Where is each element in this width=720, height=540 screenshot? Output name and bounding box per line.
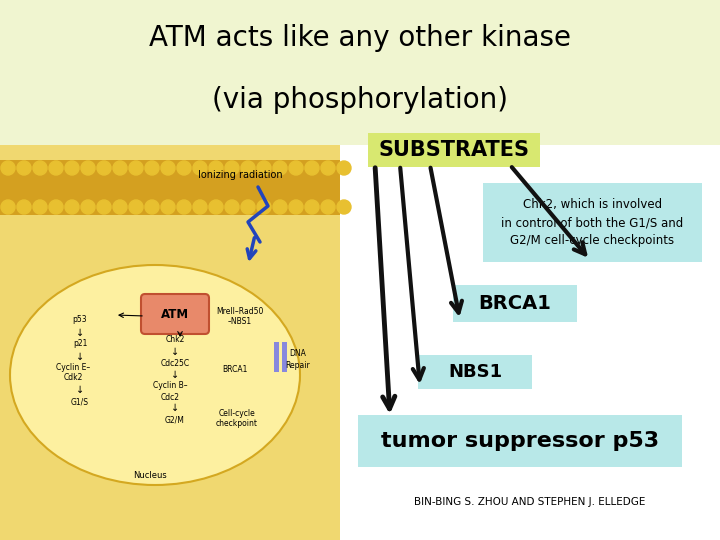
Text: G1/S: G1/S bbox=[71, 397, 89, 407]
Circle shape bbox=[193, 200, 207, 214]
Circle shape bbox=[113, 161, 127, 175]
FancyBboxPatch shape bbox=[418, 355, 532, 389]
Text: BRCA1: BRCA1 bbox=[222, 366, 248, 375]
Circle shape bbox=[305, 200, 319, 214]
Circle shape bbox=[177, 200, 191, 214]
Text: checkpoint: checkpoint bbox=[216, 418, 258, 428]
Circle shape bbox=[177, 161, 191, 175]
Ellipse shape bbox=[10, 265, 300, 485]
Circle shape bbox=[321, 200, 335, 214]
Circle shape bbox=[145, 161, 159, 175]
Circle shape bbox=[209, 161, 223, 175]
FancyBboxPatch shape bbox=[483, 183, 702, 262]
Circle shape bbox=[113, 200, 127, 214]
Circle shape bbox=[225, 161, 239, 175]
Circle shape bbox=[129, 161, 143, 175]
Circle shape bbox=[145, 200, 159, 214]
Text: ↓: ↓ bbox=[171, 370, 179, 380]
Text: NBS1: NBS1 bbox=[448, 363, 502, 381]
Text: G2/M: G2/M bbox=[165, 415, 185, 424]
Text: ATM acts like any other kinase: ATM acts like any other kinase bbox=[149, 24, 571, 52]
Circle shape bbox=[81, 161, 95, 175]
Circle shape bbox=[33, 161, 47, 175]
Circle shape bbox=[305, 161, 319, 175]
Circle shape bbox=[321, 161, 335, 175]
Circle shape bbox=[161, 200, 175, 214]
Circle shape bbox=[17, 200, 31, 214]
Text: Mrell–Rad50: Mrell–Rad50 bbox=[216, 307, 264, 316]
Text: –NBS1: –NBS1 bbox=[228, 318, 252, 327]
FancyBboxPatch shape bbox=[141, 294, 209, 334]
Text: DNA: DNA bbox=[289, 349, 307, 359]
Circle shape bbox=[65, 200, 79, 214]
Text: Cell-cycle: Cell-cycle bbox=[219, 408, 256, 417]
Text: Repair: Repair bbox=[286, 361, 310, 370]
Circle shape bbox=[257, 200, 271, 214]
Circle shape bbox=[289, 161, 303, 175]
Text: BIN-BING S. ZHOU AND STEPHEN J. ELLEDGE: BIN-BING S. ZHOU AND STEPHEN J. ELLEDGE bbox=[414, 497, 646, 507]
FancyBboxPatch shape bbox=[282, 342, 287, 372]
Circle shape bbox=[273, 200, 287, 214]
Text: ↓: ↓ bbox=[171, 347, 179, 357]
Circle shape bbox=[1, 161, 15, 175]
Text: ATM: ATM bbox=[161, 307, 189, 321]
Circle shape bbox=[33, 200, 47, 214]
FancyBboxPatch shape bbox=[368, 133, 540, 167]
Text: p53: p53 bbox=[73, 315, 87, 325]
Text: (via phosphorylation): (via phosphorylation) bbox=[212, 86, 508, 114]
Circle shape bbox=[17, 161, 31, 175]
Text: Chk2, which is involved
in control of both the G1/S and
G2/M cell-cycle checkpoi: Chk2, which is involved in control of bo… bbox=[501, 198, 683, 247]
Text: p21: p21 bbox=[73, 340, 87, 348]
Circle shape bbox=[241, 200, 255, 214]
Text: Cyclin E–: Cyclin E– bbox=[56, 363, 90, 373]
Text: tumor suppressor p53: tumor suppressor p53 bbox=[381, 431, 659, 451]
Circle shape bbox=[209, 200, 223, 214]
FancyBboxPatch shape bbox=[274, 342, 279, 372]
Text: Cdc2: Cdc2 bbox=[161, 393, 179, 402]
Circle shape bbox=[65, 161, 79, 175]
FancyBboxPatch shape bbox=[0, 160, 340, 215]
Text: ↓: ↓ bbox=[171, 403, 179, 413]
FancyBboxPatch shape bbox=[0, 145, 720, 540]
Circle shape bbox=[193, 161, 207, 175]
Text: Nucleus: Nucleus bbox=[133, 470, 167, 480]
Text: ↓: ↓ bbox=[76, 352, 84, 362]
FancyBboxPatch shape bbox=[358, 415, 682, 467]
Circle shape bbox=[97, 161, 111, 175]
Text: Chk2: Chk2 bbox=[166, 335, 185, 345]
Text: SUBSTRATES: SUBSTRATES bbox=[379, 140, 529, 160]
Circle shape bbox=[81, 200, 95, 214]
Circle shape bbox=[337, 200, 351, 214]
Circle shape bbox=[49, 200, 63, 214]
Circle shape bbox=[129, 200, 143, 214]
Circle shape bbox=[257, 161, 271, 175]
FancyBboxPatch shape bbox=[0, 145, 340, 540]
Text: ↓: ↓ bbox=[76, 385, 84, 395]
Circle shape bbox=[289, 200, 303, 214]
FancyBboxPatch shape bbox=[453, 285, 577, 322]
Circle shape bbox=[241, 161, 255, 175]
Circle shape bbox=[97, 200, 111, 214]
Text: Cyclin B–: Cyclin B– bbox=[153, 381, 187, 390]
FancyBboxPatch shape bbox=[0, 0, 720, 145]
Text: Cdk2: Cdk2 bbox=[63, 374, 83, 382]
Circle shape bbox=[161, 161, 175, 175]
Text: Ionizing radiation: Ionizing radiation bbox=[198, 170, 282, 180]
Circle shape bbox=[1, 200, 15, 214]
Text: BRCA1: BRCA1 bbox=[479, 294, 552, 313]
Text: Cdc25C: Cdc25C bbox=[161, 359, 189, 368]
Circle shape bbox=[225, 200, 239, 214]
Circle shape bbox=[337, 161, 351, 175]
Circle shape bbox=[49, 161, 63, 175]
Text: ↓: ↓ bbox=[76, 328, 84, 338]
Circle shape bbox=[273, 161, 287, 175]
